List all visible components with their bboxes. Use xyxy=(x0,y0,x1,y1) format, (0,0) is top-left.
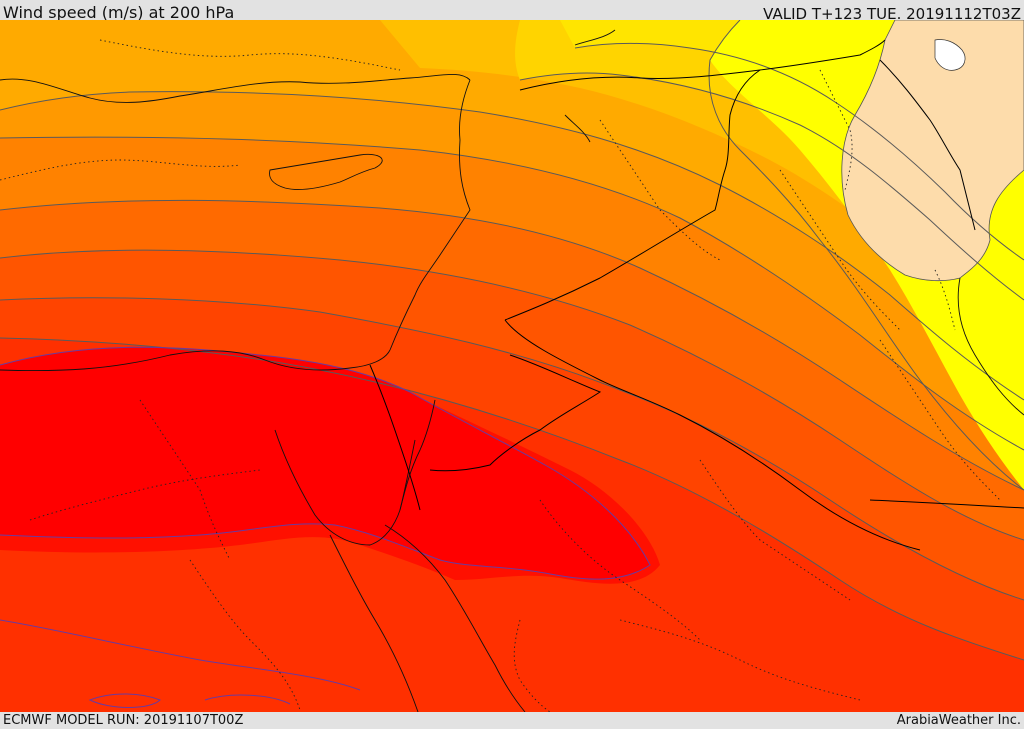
coastlines xyxy=(0,29,1024,712)
border xyxy=(369,364,421,511)
province-border xyxy=(139,399,231,561)
isotach-contour xyxy=(574,43,1024,261)
province-border xyxy=(539,499,701,641)
jet-core-contour xyxy=(88,693,161,708)
isotach-contour xyxy=(0,249,1024,541)
valid-time: VALID T+123 TUE. 20191112T03Z xyxy=(763,5,1021,23)
coastline xyxy=(574,29,616,46)
border xyxy=(869,499,1024,509)
model-run-label: ECMWF MODEL RUN: 20191107T00Z xyxy=(3,713,244,728)
province-border xyxy=(779,169,901,331)
map-title: Wind speed (m/s) at 200 hPa xyxy=(3,3,235,22)
province-border xyxy=(934,269,956,331)
border xyxy=(879,59,976,231)
jet-core-inner xyxy=(0,347,650,580)
province-border xyxy=(699,459,851,601)
island-cyprus xyxy=(269,153,383,191)
border xyxy=(504,69,761,321)
coastline xyxy=(0,349,391,372)
province-border xyxy=(189,559,301,711)
isotach-contour xyxy=(0,199,1024,491)
jet-core-contours xyxy=(0,346,651,708)
isotach-contour xyxy=(0,297,1024,601)
jet-core-contour xyxy=(204,694,291,705)
isotach-contour xyxy=(0,337,1024,661)
footer-bar: ECMWF MODEL RUN: 20191107T00Z ArabiaWeat… xyxy=(0,712,1024,729)
country-borders xyxy=(369,39,1024,551)
wind-speed-map xyxy=(0,20,1024,712)
border xyxy=(519,39,886,91)
header-bar: Wind speed (m/s) at 200 hPa VALID T+123 … xyxy=(0,0,1024,23)
credit-label: ArabiaWeather Inc. xyxy=(896,713,1021,728)
coastline xyxy=(389,79,471,351)
province-border xyxy=(0,159,241,181)
coastline xyxy=(957,277,1024,416)
border xyxy=(504,319,921,551)
province-border xyxy=(879,339,1001,501)
coastline xyxy=(399,399,436,511)
isotach-contour xyxy=(0,136,1024,451)
province-border xyxy=(599,119,721,261)
jet-core-contour xyxy=(0,346,651,580)
map-svg xyxy=(0,20,1024,712)
lake-icon xyxy=(934,39,966,71)
coastline xyxy=(0,73,471,103)
coastline xyxy=(384,524,526,712)
jet-core-contour xyxy=(0,619,361,691)
isotach-contour xyxy=(519,72,1024,301)
province-border xyxy=(619,619,861,701)
border xyxy=(429,354,602,472)
coastline xyxy=(329,534,419,712)
coastline xyxy=(274,429,416,546)
province-borders xyxy=(0,39,1001,712)
province-border xyxy=(819,69,853,191)
land-region-east xyxy=(841,20,1024,282)
coastline xyxy=(564,114,591,143)
isotach-contour xyxy=(708,20,1024,491)
